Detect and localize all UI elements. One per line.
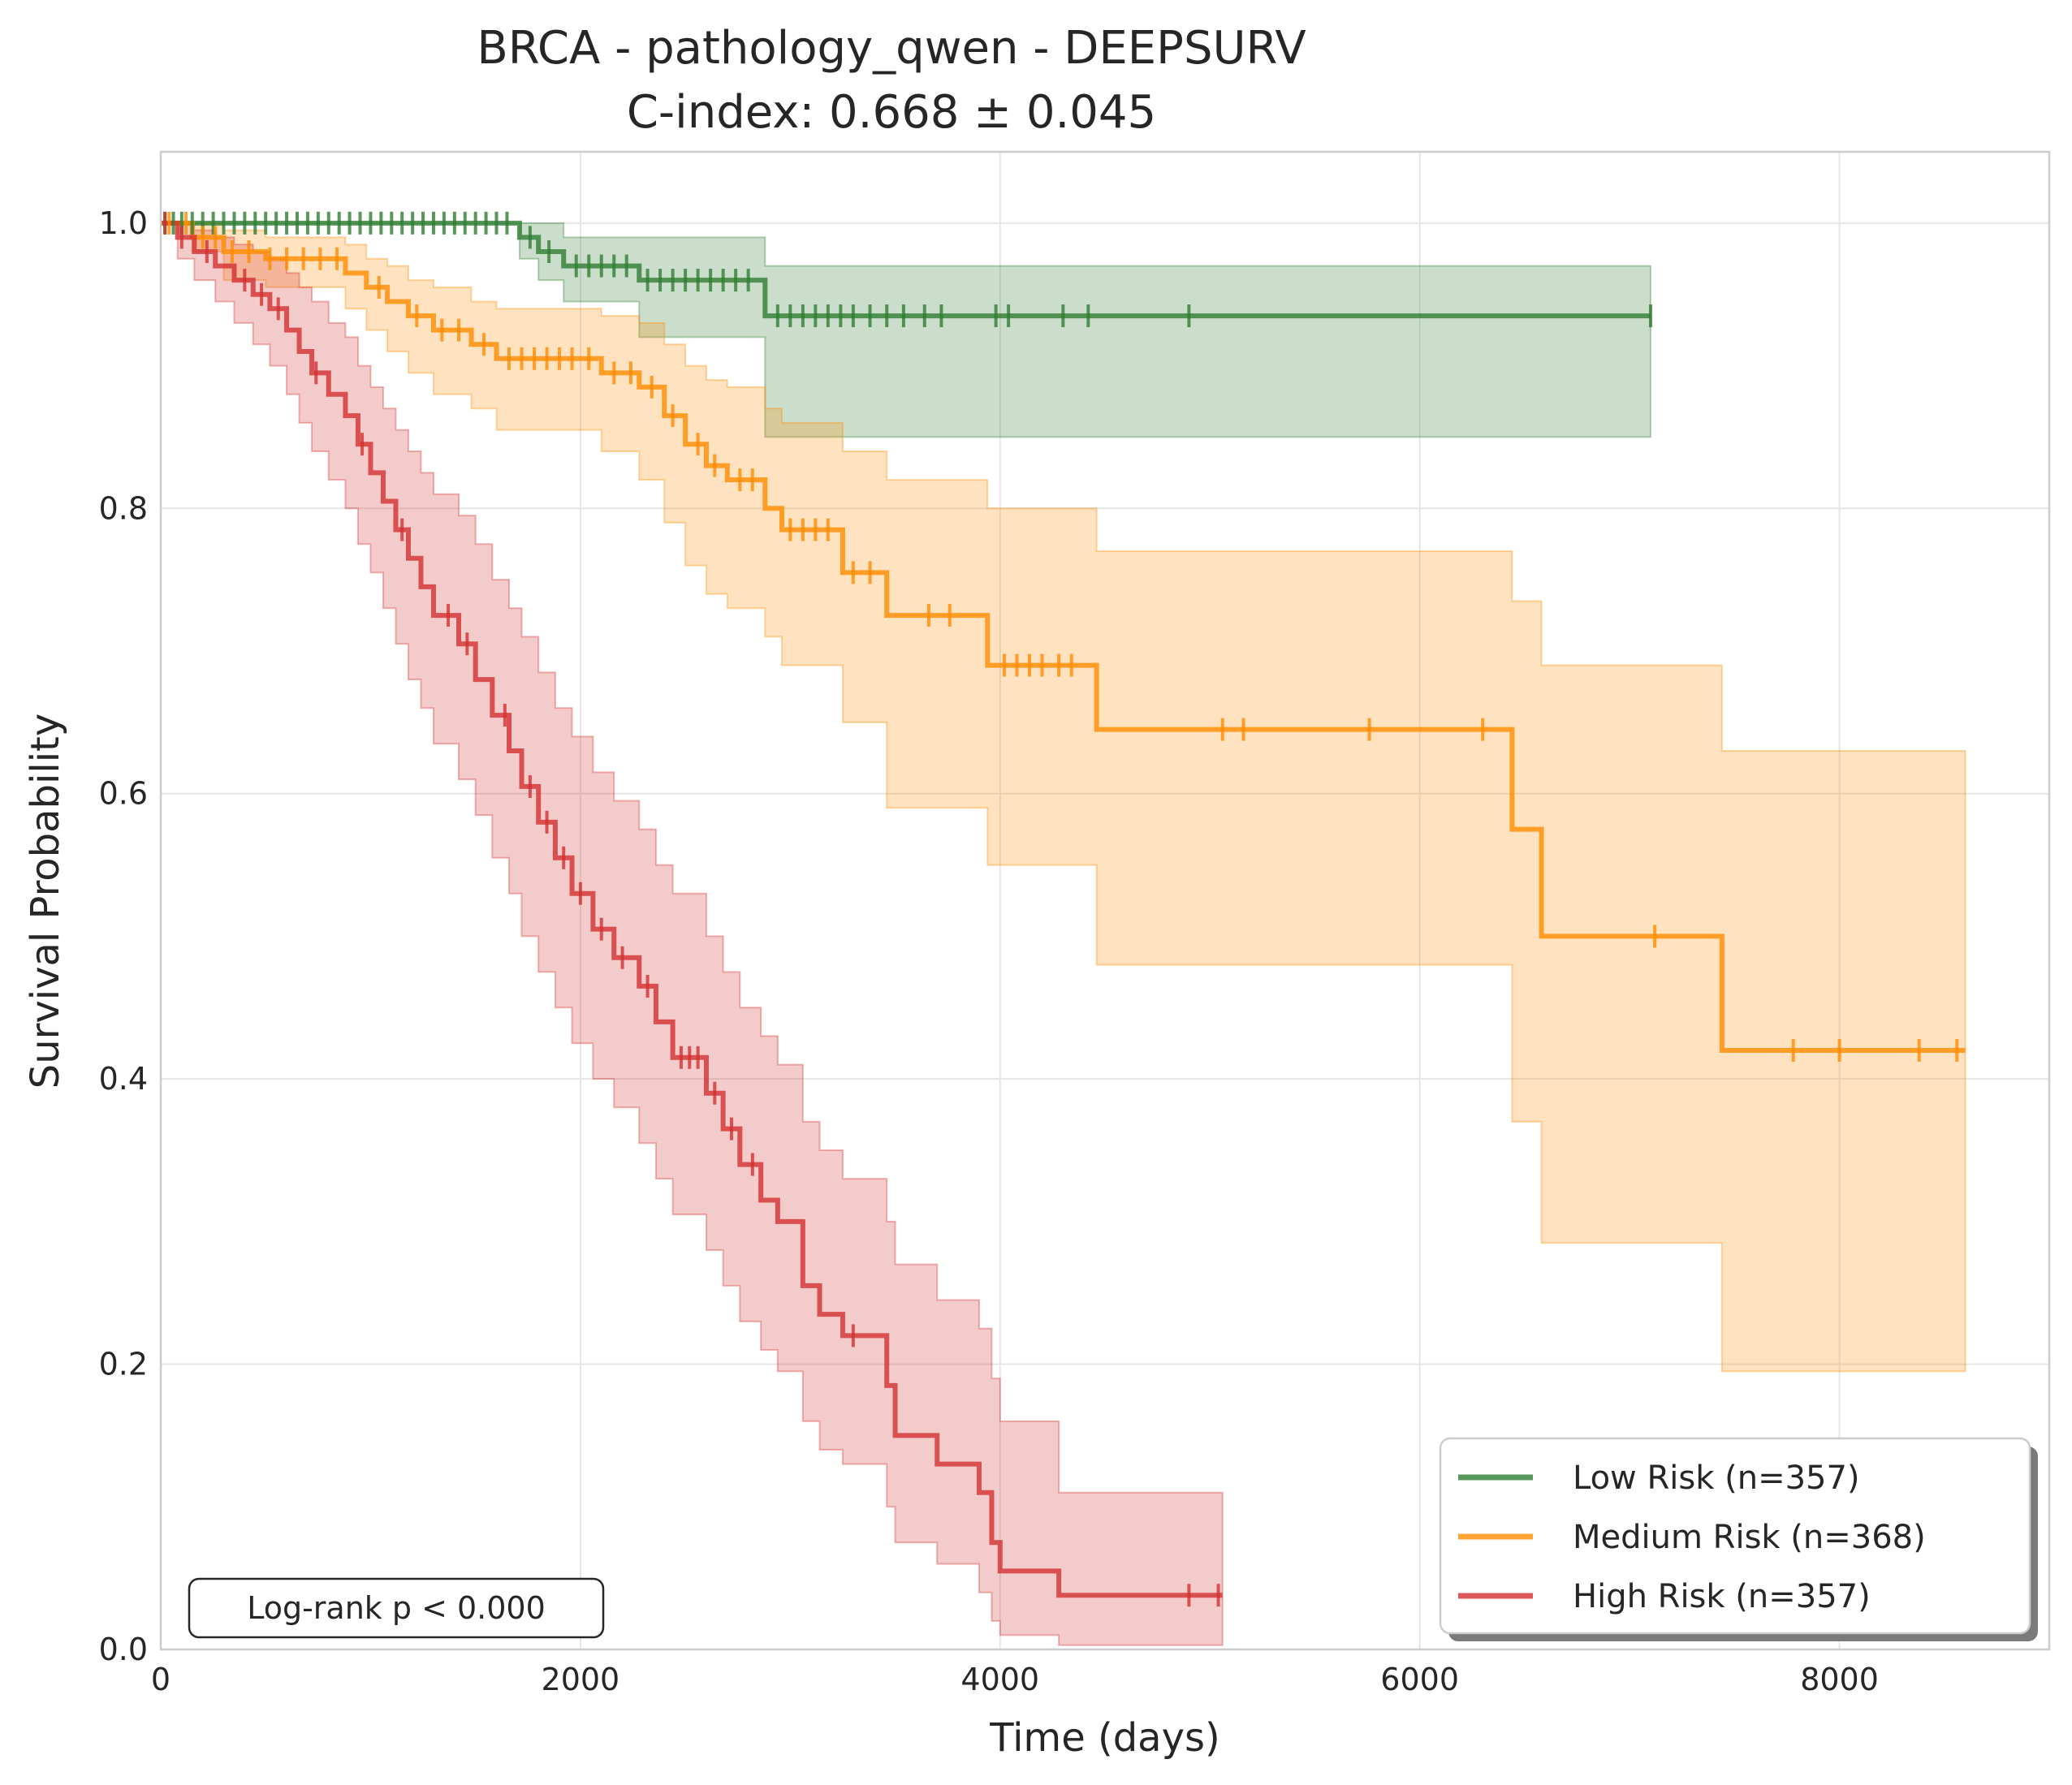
y-tick-label: 1.0 [99, 205, 148, 241]
y-tick-label: 0.8 [99, 490, 148, 526]
censor-marks [163, 211, 1959, 1607]
low-risk-curve [161, 220, 1651, 319]
x-tick-label: 6000 [1380, 1662, 1459, 1697]
chart-subtitle: C-index: 0.668 ± 0.045 [627, 86, 1156, 139]
y-tick-label: 0.6 [99, 776, 148, 812]
y-tick-label: 0.4 [99, 1061, 148, 1097]
y-axis-ticks: 0.0 0.2 0.4 0.6 0.8 1.0 [99, 205, 148, 1667]
x-tick-label: 0 [151, 1662, 171, 1697]
x-tick-label: 4000 [960, 1662, 1039, 1697]
y-tick-label: 0.0 [99, 1632, 148, 1667]
low-risk-ci-band [161, 222, 1651, 438]
x-axis-ticks: 0 2000 4000 6000 8000 [151, 1662, 1879, 1697]
legend: Low Risk (n=357) Medium Risk (n=368) High … [1439, 1437, 2038, 1641]
high-risk-legend-label: High Risk (n=357) [1573, 1578, 1871, 1615]
plot-frame [159, 150, 2051, 1651]
high-risk-ci-band [161, 222, 1224, 1646]
confidence-bands [161, 222, 1966, 1646]
chart-title: BRCA - pathology_qwen - DEEPSURV [477, 22, 1306, 75]
log-rank-annotation: Log-rank p < 0.000 [188, 1577, 605, 1639]
y-axis-label: Survival Probability [23, 714, 68, 1089]
x-tick-label: 2000 [542, 1662, 620, 1697]
x-axis-label: Time (days) [989, 1715, 1219, 1761]
y-tick-label: 0.2 [99, 1347, 148, 1382]
annotation-text: Log-rank p < 0.000 [247, 1590, 546, 1626]
low-risk-legend-label: Low Risk (n=357) [1573, 1459, 1860, 1497]
annotation-box [188, 1577, 605, 1639]
medium-risk-ci-band [161, 222, 1966, 1373]
legend-box [1439, 1437, 2031, 1635]
medium-risk-legend-label: Medium Risk (n=368) [1573, 1519, 1926, 1556]
x-tick-label: 8000 [1800, 1662, 1879, 1697]
